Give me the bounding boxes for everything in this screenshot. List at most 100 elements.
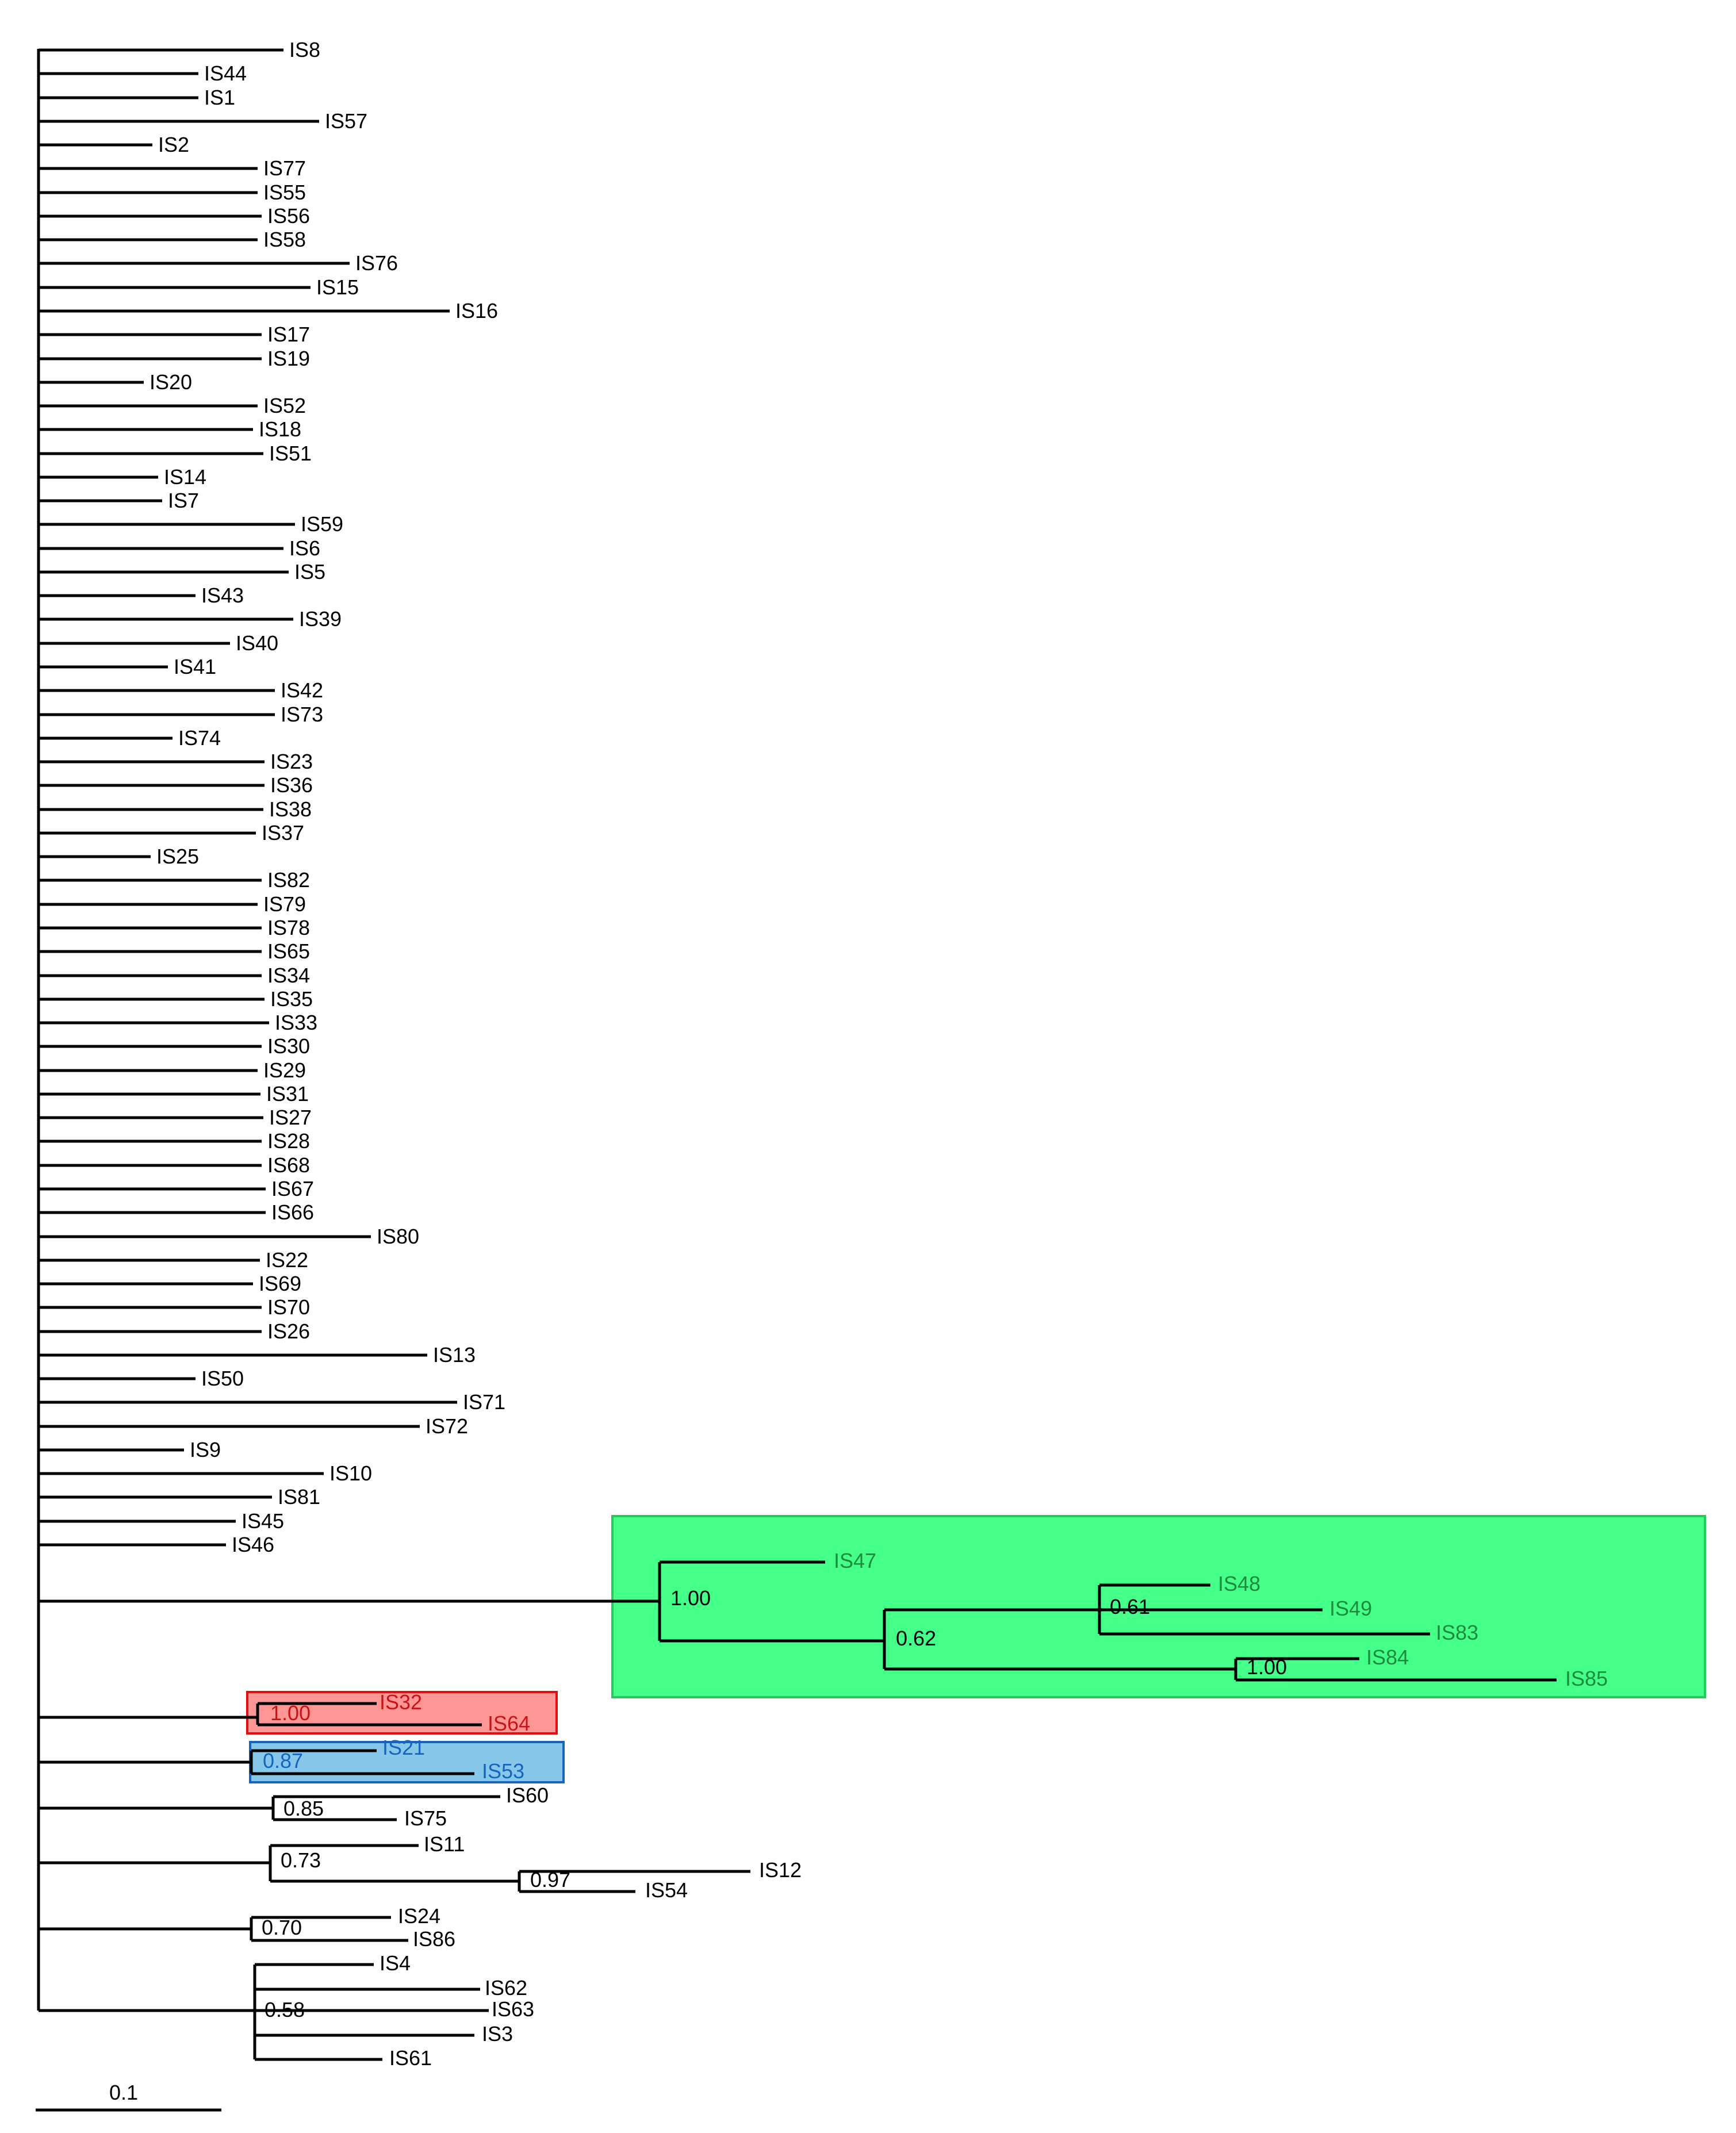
leaf-label: IS7 [168, 489, 199, 512]
leaf-label: IS50 [201, 1367, 244, 1390]
leaf-label: IS43 [201, 584, 244, 607]
leaf-label: IS74 [178, 726, 221, 750]
leaf-label: IS79 [263, 892, 306, 916]
leaf-label: IS72 [426, 1414, 468, 1438]
leaf-label: IS54 [645, 1878, 688, 1902]
leaf-label: IS37 [262, 821, 304, 845]
support-value: 0.61 [1110, 1595, 1150, 1618]
leaf-label: IS53 [482, 1759, 524, 1783]
leaf-label: IS73 [281, 703, 323, 726]
leaf-label: IS84 [1366, 1645, 1409, 1669]
leaf-label: IS66 [271, 1200, 314, 1224]
leaf-label: IS24 [398, 1904, 440, 1928]
red-clade-highlight [246, 1691, 558, 1735]
leaf-label: IS47 [834, 1549, 876, 1572]
leaf-label: IS9 [190, 1438, 221, 1461]
leaf-label: IS10 [329, 1461, 372, 1485]
leaf-label: IS62 [485, 1976, 527, 2000]
leaf-label: IS80 [377, 1225, 419, 1248]
leaf-label: IS11 [424, 1832, 465, 1856]
clade-073: 0.73 0.97 IS11 IS12 IS54 [39, 1832, 802, 1902]
leaf-label: IS81 [278, 1485, 320, 1509]
leaf-label: IS27 [269, 1106, 312, 1129]
leaf-label: IS2 [158, 133, 189, 156]
leaf-label: IS67 [271, 1177, 314, 1200]
leaf-label: IS15 [316, 275, 359, 299]
leaf-label: IS19 [267, 347, 310, 370]
leaf-label: IS71 [463, 1390, 505, 1414]
clade-070: 0.70 IS24 IS86 [39, 1904, 455, 1951]
leaf-label: IS28 [267, 1129, 310, 1153]
leaf-label: IS18 [259, 417, 301, 441]
support-value: 0.87 [263, 1749, 303, 1773]
leaf-label: IS34 [267, 964, 310, 987]
leaf-label: IS30 [267, 1034, 310, 1058]
support-value: 0.73 [281, 1848, 321, 1872]
leaf-label: IS25 [156, 845, 199, 868]
red-clade: 1.00 IS32 IS64 [39, 1690, 530, 1735]
leaf-label: IS64 [488, 1712, 530, 1735]
leaf-label: IS31 [266, 1082, 309, 1106]
leaf-label: IS56 [267, 204, 310, 228]
leaf-label: IS78 [267, 916, 310, 939]
leaf-label: IS3 [482, 2022, 513, 2046]
leaf-label: IS58 [263, 228, 306, 251]
leaf-label: IS23 [270, 750, 313, 773]
leaf-label: IS52 [263, 394, 306, 417]
leaf-label: IS59 [301, 512, 343, 536]
support-value: 0.62 [896, 1626, 936, 1650]
leaf-label: IS22 [266, 1248, 308, 1272]
support-value: 0.97 [530, 1868, 570, 1892]
leaf-label: IS29 [263, 1058, 306, 1082]
leaf-group: IS8IS44IS1IS57IS2IS77IS55IS56IS58IS76IS1… [39, 38, 505, 1556]
leaf-label: IS38 [269, 797, 312, 821]
support-value: 1.00 [670, 1586, 711, 1610]
green-clade: 1.00 0.62 0.61 1.00 IS47 IS48 IS49 IS83 … [39, 1549, 1608, 1690]
support-value: 0.58 [265, 1998, 305, 2021]
leaf-label: IS55 [263, 181, 306, 204]
support-value: 1.00 [270, 1701, 311, 1725]
support-value: 0.70 [262, 1916, 302, 1939]
leaf-label: IS42 [281, 678, 323, 702]
leaf-label: IS26 [267, 1319, 310, 1343]
leaf-label: IS32 [380, 1690, 422, 1714]
leaf-label: IS4 [380, 1951, 411, 1975]
leaf-label: IS36 [270, 773, 313, 797]
leaf-label: IS75 [404, 1806, 447, 1830]
leaf-label: IS63 [492, 1997, 534, 2021]
leaf-label: IS82 [267, 868, 310, 892]
leaf-label: IS51 [269, 442, 312, 465]
leaf-label: IS14 [164, 465, 206, 489]
leaf-label: IS20 [150, 370, 192, 394]
blue-clade-highlight [249, 1741, 565, 1783]
leaf-label: IS13 [433, 1343, 476, 1367]
leaf-label: IS70 [267, 1295, 310, 1319]
leaf-label: IS49 [1329, 1597, 1372, 1620]
leaf-label: IS5 [294, 560, 325, 584]
leaf-label: IS16 [455, 299, 498, 323]
leaf-label: IS45 [242, 1509, 284, 1533]
leaf-label: IS6 [289, 536, 320, 560]
support-value: 1.00 [1247, 1655, 1287, 1679]
leaf-label: IS77 [263, 156, 306, 180]
green-clade-highlight [611, 1515, 1706, 1698]
blue-clade: 0.87 IS21 IS53 [39, 1736, 524, 1783]
leaf-label: IS65 [267, 939, 310, 963]
leaf-label: IS85 [1565, 1667, 1608, 1690]
support-value: 0.85 [283, 1797, 324, 1820]
leaf-label: IS39 [299, 607, 342, 631]
leaf-label: IS76 [355, 251, 398, 275]
leaf-label: IS57 [325, 109, 367, 133]
leaf-label: IS41 [174, 655, 216, 678]
clade-085: 0.85 IS60 IS75 [39, 1783, 549, 1830]
leaf-label: IS61 [389, 2046, 432, 2070]
leaf-label: IS33 [275, 1011, 317, 1034]
clade-058: 0.58 IS4 IS62 IS63 IS3 IS61 [39, 1951, 534, 2070]
leaf-label: IS40 [236, 631, 278, 655]
leaf-label: IS69 [259, 1272, 301, 1295]
leaf-label: IS8 [289, 38, 320, 62]
scale-bar-label: 0.1 [109, 2081, 138, 2104]
leaf-label: IS48 [1218, 1572, 1260, 1595]
leaf-label: IS21 [382, 1736, 425, 1759]
